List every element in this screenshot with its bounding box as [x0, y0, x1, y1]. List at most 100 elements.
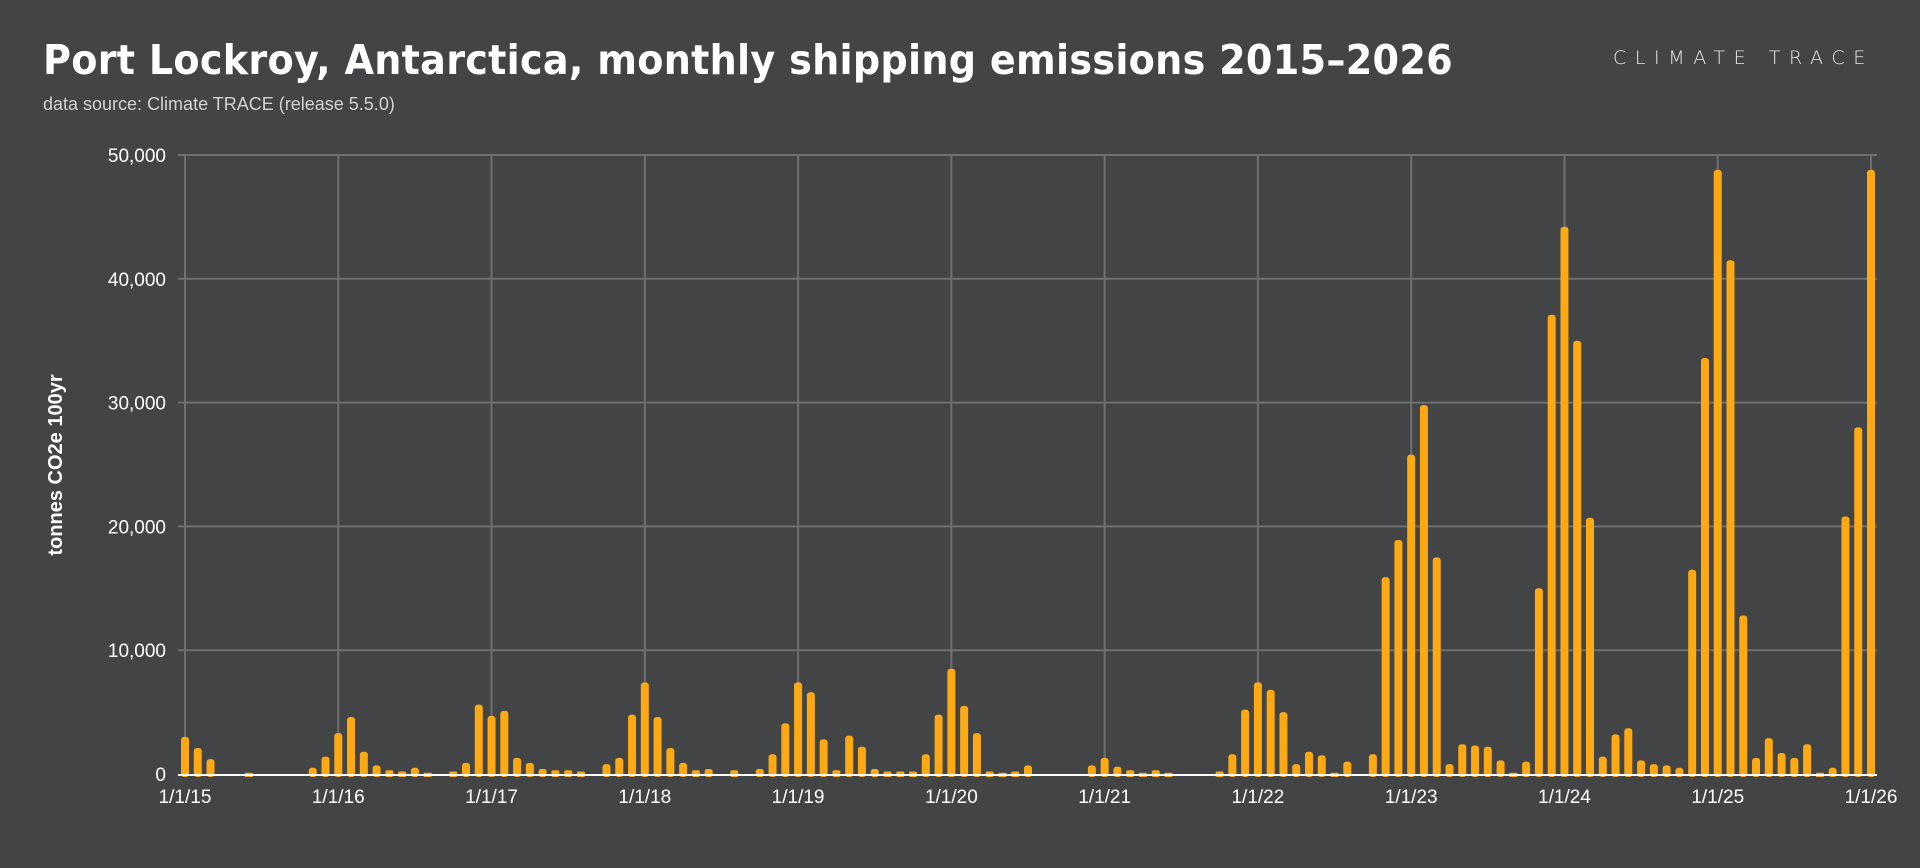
- bar: [1700, 358, 1709, 777]
- bar: [334, 733, 343, 777]
- bar: [1266, 689, 1275, 777]
- x-tick-label: 1/1/22: [1231, 787, 1284, 808]
- bar: [1854, 427, 1863, 777]
- y-tick-label: 30,000: [108, 394, 166, 415]
- bar: [321, 756, 330, 777]
- bar: [1752, 757, 1761, 777]
- x-tick-label: 1/1/19: [772, 787, 825, 808]
- x-tick-label: 1/1/20: [925, 787, 978, 808]
- bar: [1522, 761, 1531, 777]
- bar: [359, 751, 368, 777]
- bar: [1279, 712, 1288, 777]
- y-tick-label: 50,000: [108, 146, 166, 167]
- bar: [1228, 754, 1237, 777]
- bar: [487, 715, 496, 777]
- bar: [1419, 405, 1428, 777]
- bar: [1611, 734, 1620, 777]
- chart-title: Port Lockroy, Antarctica, monthly shippi…: [43, 36, 1453, 84]
- bar: [1241, 709, 1250, 777]
- bar: [819, 739, 828, 777]
- bar: [806, 692, 815, 777]
- bar: [1534, 588, 1543, 777]
- x-axis-ticks: 1/1/15 1/1/16 1/1/17 1/1/18 1/1/19 1/1/20 1/1/…: [159, 787, 1898, 808]
- y-axis-ticks: 0 10,000 20,000 30,000 40,000 50,000: [108, 146, 166, 786]
- x-tick-label: 1/1/26: [1845, 787, 1898, 808]
- bar: [1790, 757, 1799, 777]
- bar: [1343, 761, 1352, 777]
- bar: [1560, 226, 1569, 777]
- bar: [615, 757, 624, 777]
- bar: [1573, 340, 1582, 777]
- bar: [1764, 738, 1773, 777]
- bar: [513, 757, 522, 777]
- bar: [781, 723, 790, 777]
- bar: [679, 762, 688, 777]
- bar: [768, 754, 777, 777]
- bar: [1483, 746, 1492, 777]
- bar: [1598, 756, 1607, 777]
- bar: [347, 717, 356, 777]
- bar: [972, 733, 981, 777]
- bar: [1292, 764, 1301, 777]
- bar: [1407, 454, 1416, 777]
- bar: [1547, 314, 1556, 777]
- bar: [1803, 744, 1812, 777]
- bar: [1739, 615, 1748, 777]
- bar: [1688, 569, 1697, 777]
- bar: [1458, 744, 1467, 777]
- bar: [1841, 516, 1850, 777]
- x-tick-label: 1/1/21: [1078, 787, 1131, 808]
- climate-trace-logo: CLIMATE TRACE: [1613, 47, 1874, 69]
- bar: [845, 735, 854, 777]
- gridlines: [178, 154, 1877, 774]
- x-tick-label: 1/1/25: [1691, 787, 1744, 808]
- y-tick-label: 0: [155, 765, 166, 786]
- bar: [1777, 752, 1786, 777]
- bar: [1368, 754, 1377, 777]
- y-tick-label: 20,000: [108, 517, 166, 538]
- bar: [1381, 577, 1390, 777]
- bar: [628, 714, 637, 777]
- bar: [181, 736, 189, 777]
- bar: [666, 748, 675, 777]
- x-tick-label: 1/1/23: [1385, 787, 1438, 808]
- bar: [602, 764, 611, 777]
- bar: [1624, 728, 1633, 777]
- bar: [1713, 169, 1722, 777]
- bar: [1253, 682, 1262, 777]
- bar: [206, 759, 215, 777]
- bars: [178, 169, 1877, 778]
- x-tick-label: 1/1/16: [312, 787, 365, 808]
- bar: [462, 762, 470, 777]
- bar: [794, 682, 803, 777]
- x-tick-label: 1/1/15: [159, 787, 212, 808]
- bar: [193, 748, 202, 777]
- bar: [653, 717, 662, 777]
- y-tick-label: 40,000: [108, 270, 166, 291]
- bar: [525, 762, 534, 777]
- bar: [1649, 764, 1658, 777]
- bar: [960, 705, 969, 777]
- bar: [640, 682, 649, 777]
- x-tick-label: 1/1/17: [465, 787, 518, 808]
- bar: [1305, 751, 1313, 777]
- bar: [474, 704, 483, 777]
- bar: [1867, 169, 1875, 777]
- bar: [500, 710, 509, 777]
- bar: [1445, 764, 1454, 777]
- bar: [1726, 260, 1735, 778]
- x-tick-label: 1/1/18: [618, 787, 671, 808]
- bar: [1317, 755, 1326, 777]
- bar: [1586, 517, 1594, 777]
- bar: [1432, 557, 1441, 777]
- y-axis-title: tonnes CO2e 100yr: [45, 374, 67, 555]
- y-tick-label: 10,000: [108, 641, 166, 662]
- x-tick-label: 1/1/24: [1538, 787, 1591, 808]
- bar: [1496, 760, 1505, 777]
- chart-subtitle: data source: Climate TRACE (release 5.5.…: [43, 94, 395, 114]
- bar: [921, 754, 930, 777]
- bar: [934, 714, 943, 777]
- bar: [1471, 745, 1480, 777]
- bar: [1100, 757, 1109, 777]
